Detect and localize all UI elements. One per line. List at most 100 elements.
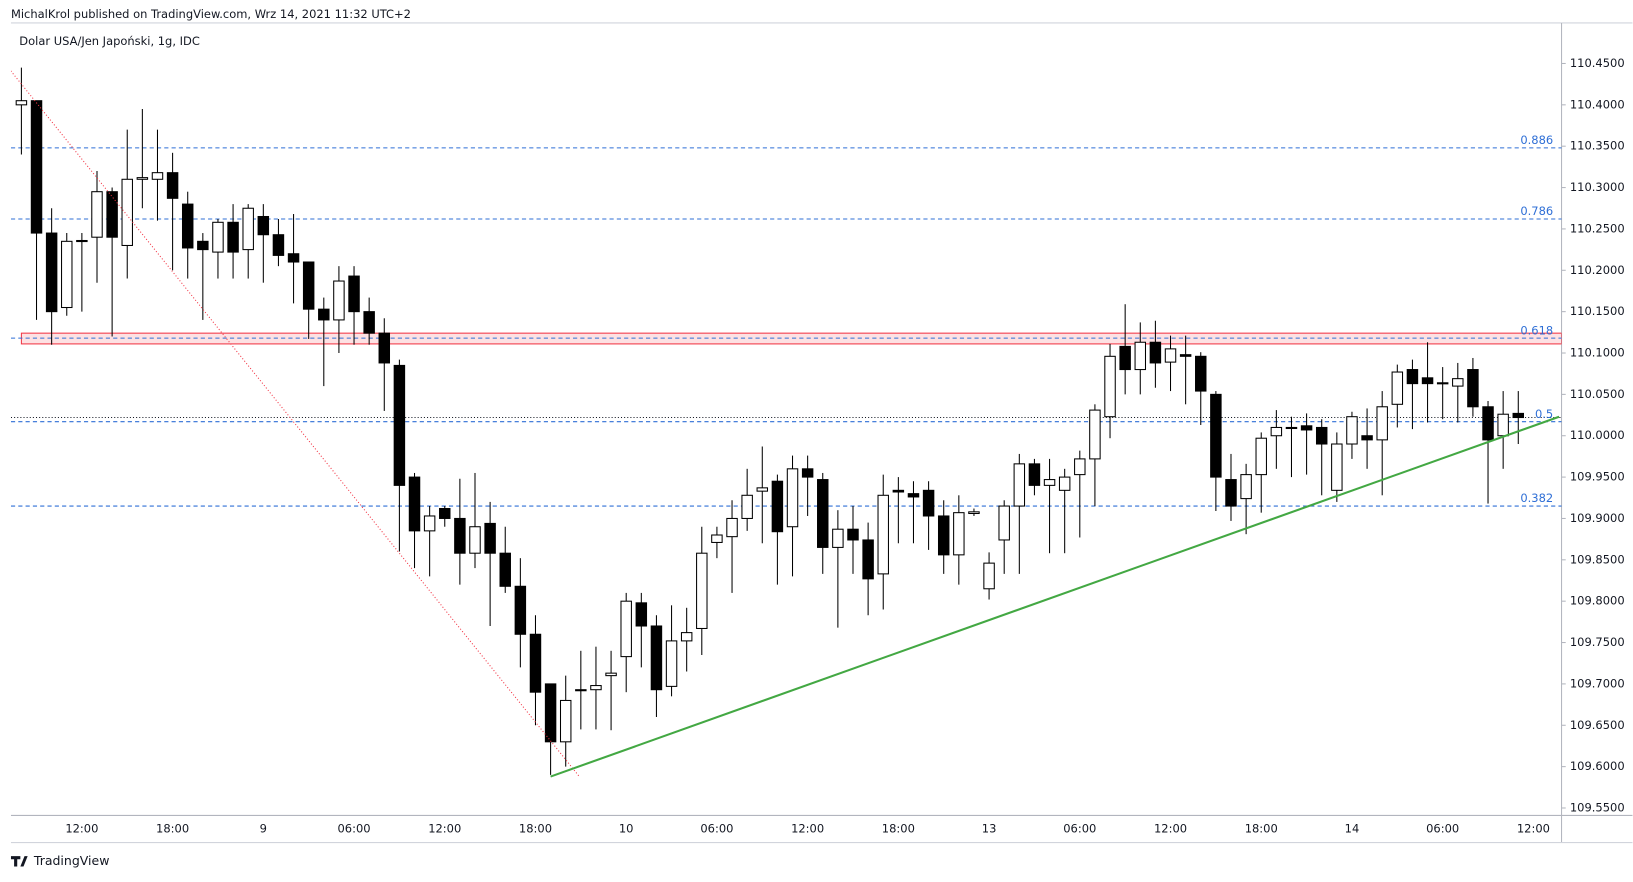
candle-body: [832, 528, 844, 548]
candle-body: [1210, 393, 1222, 478]
candle-body: [665, 640, 678, 687]
candle-body: [741, 494, 753, 519]
candle-body: [1074, 458, 1086, 476]
candle-body: [15, 100, 28, 106]
candle-body: [1149, 341, 1162, 364]
candle-body: [892, 489, 905, 493]
x-tick-label: 12:00: [1517, 821, 1550, 835]
candle-body: [1361, 435, 1373, 441]
candle-body: [801, 468, 814, 478]
candle-body: [922, 489, 935, 517]
candle-body: [968, 511, 980, 515]
candle-body: [983, 562, 995, 590]
x-tick-label: 12:00: [428, 821, 461, 835]
y-tick-label: 110.2500: [1570, 221, 1625, 235]
x-tick-label: 14: [1345, 821, 1360, 835]
candle-body: [1240, 474, 1252, 500]
candle-body: [30, 100, 43, 234]
candle-body: [1512, 412, 1525, 419]
candle-body: [953, 512, 965, 556]
candle-body: [680, 632, 693, 642]
candle-body: [333, 280, 345, 321]
candle-body: [1179, 354, 1192, 357]
candle-body: [1255, 437, 1267, 476]
x-tick-label: 12:00: [791, 821, 824, 835]
y-tick-label: 109.9500: [1570, 470, 1625, 484]
x-tick-label: 06:00: [1426, 821, 1459, 835]
fib-label: 0.786: [1520, 204, 1553, 218]
candle-body: [620, 600, 632, 658]
candle-body: [499, 552, 511, 587]
trendline: [10, 70, 580, 777]
candle-body: [817, 479, 829, 548]
candle-body: [1089, 409, 1101, 460]
candle-body: [1452, 378, 1464, 387]
candle-body: [711, 534, 723, 543]
candle-body: [227, 221, 239, 253]
candle-body: [242, 207, 254, 251]
y-tick-label: 109.6000: [1570, 759, 1625, 773]
candle-body: [469, 526, 481, 554]
y-tick-label: 110.0500: [1570, 387, 1625, 401]
candle-body: [1225, 479, 1237, 507]
candle-body: [529, 633, 542, 693]
x-tick-label: 18:00: [882, 821, 915, 835]
x-tick-label: 06:00: [338, 821, 371, 835]
candle-body: [76, 239, 88, 243]
candle-body: [272, 234, 285, 256]
candle-body: [1058, 476, 1071, 491]
candle-body: [439, 508, 451, 519]
x-tick-label: 06:00: [700, 821, 733, 835]
y-tick-label: 109.7000: [1570, 676, 1625, 690]
candle-body: [559, 699, 572, 743]
candle-body: [363, 311, 375, 334]
candle-body: [650, 625, 663, 691]
candle-body: [1164, 348, 1177, 363]
candle-body: [1134, 341, 1147, 371]
candle-body: [1346, 416, 1358, 445]
x-tick-label: 12:00: [1154, 821, 1187, 835]
y-tick-label: 110.1000: [1570, 346, 1625, 360]
y-tick-label: 109.6500: [1570, 718, 1625, 732]
candle-body: [1285, 426, 1298, 430]
candle-body: [302, 261, 315, 310]
candle-body: [378, 332, 391, 364]
x-tick-label: 12:00: [65, 821, 98, 835]
candle-body: [423, 515, 436, 532]
candle-body: [1315, 426, 1328, 445]
candle-body: [393, 364, 406, 486]
candle-body: [726, 517, 738, 538]
candle-body: [408, 476, 421, 532]
candle-body: [544, 683, 557, 743]
x-tick-label: 13: [982, 821, 997, 835]
candle-body: [484, 522, 496, 554]
candle-body: [1376, 406, 1388, 441]
candle-body: [61, 240, 73, 309]
candle-body: [212, 221, 224, 253]
candle-body: [575, 689, 587, 692]
candle-body: [197, 240, 209, 251]
candle-body: [756, 487, 769, 492]
candle-body: [454, 517, 466, 554]
candle-body: [257, 215, 270, 236]
candle-body: [1467, 369, 1479, 408]
candle-body: [847, 528, 859, 541]
y-tick-label: 110.3000: [1570, 180, 1625, 194]
y-tick-label: 110.2000: [1570, 263, 1625, 277]
candle-body: [937, 515, 950, 556]
y-tick-label: 110.4500: [1570, 56, 1625, 70]
y-tick-label: 109.8500: [1570, 552, 1625, 566]
y-tick-label: 110.0000: [1570, 428, 1625, 442]
candle-body: [1482, 406, 1494, 441]
fib-label: 0.886: [1520, 133, 1553, 147]
y-tick-label: 109.7500: [1570, 635, 1625, 649]
candle-body: [1195, 355, 1207, 392]
y-tick-label: 110.4000: [1570, 97, 1625, 111]
candle-body: [771, 480, 784, 533]
candle-body: [590, 685, 602, 691]
fib-label: 0.382: [1520, 491, 1553, 505]
x-tick-label: 06:00: [1063, 821, 1096, 835]
candle-body: [907, 493, 920, 498]
fib-label: 0.5: [1535, 407, 1553, 421]
